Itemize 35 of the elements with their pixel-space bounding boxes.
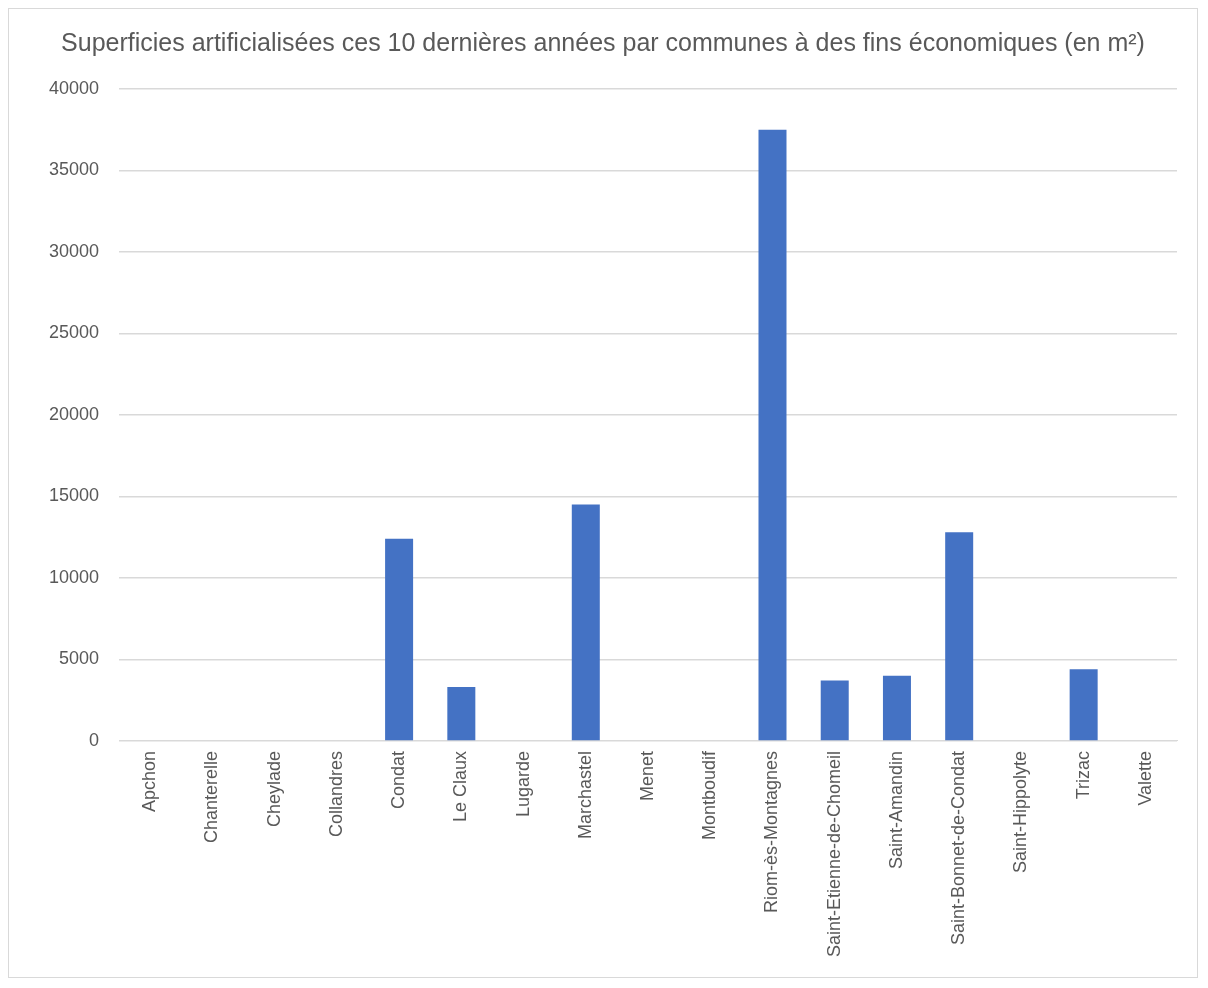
x-tick-label: Apchon [139, 750, 160, 812]
y-tick-label: 40000 [48, 77, 100, 98]
x-tick-label: Saint-Etienne-de-Chomeil [823, 750, 844, 958]
x-tick-label: Cheylade [263, 750, 284, 827]
bar [882, 675, 911, 741]
x-tick-label: Marchastel [574, 750, 595, 839]
x-tick-label: Condat [388, 750, 409, 809]
y-tick-label: 35000 [48, 159, 100, 180]
bar [447, 687, 476, 741]
y-tick-label: 15000 [48, 485, 100, 506]
x-tick-label: Saint-Hippolyte [1010, 750, 1031, 873]
x-tick-label: Valette [1134, 750, 1155, 806]
y-tick-label: 20000 [48, 403, 100, 424]
x-tick-label: Saint-Bonnet-de-Condat [948, 750, 969, 946]
bar [571, 504, 600, 741]
y-tick-label: 30000 [48, 240, 100, 261]
y-tick-label: 0 [89, 729, 100, 750]
x-tick-label: Le Claux [450, 750, 471, 822]
y-tick-label: 10000 [48, 566, 100, 587]
bar [820, 680, 849, 741]
bar [758, 129, 787, 741]
y-tick-label: 5000 [59, 648, 100, 669]
bar [1069, 669, 1098, 741]
bar [945, 532, 974, 741]
x-tick-label: Lugarde [512, 750, 533, 817]
chart-title: Superficies artificialisées ces 10 dernières années par communes à des fins économiques (en m²) [61, 27, 1145, 56]
x-tick-label: Riom-ès-Montagnes [761, 750, 782, 913]
x-tick-label: Menet [637, 750, 657, 801]
y-tick-label: 25000 [48, 322, 100, 343]
x-tick-label: Collandres [325, 750, 346, 837]
bar [385, 538, 414, 741]
x-tick-label: Montboudif [699, 749, 720, 840]
x-tick-label: Saint-Amandin [885, 750, 906, 869]
x-tick-label: Chanterelle [201, 750, 222, 843]
x-tick-label: Trizac [1072, 750, 1093, 800]
